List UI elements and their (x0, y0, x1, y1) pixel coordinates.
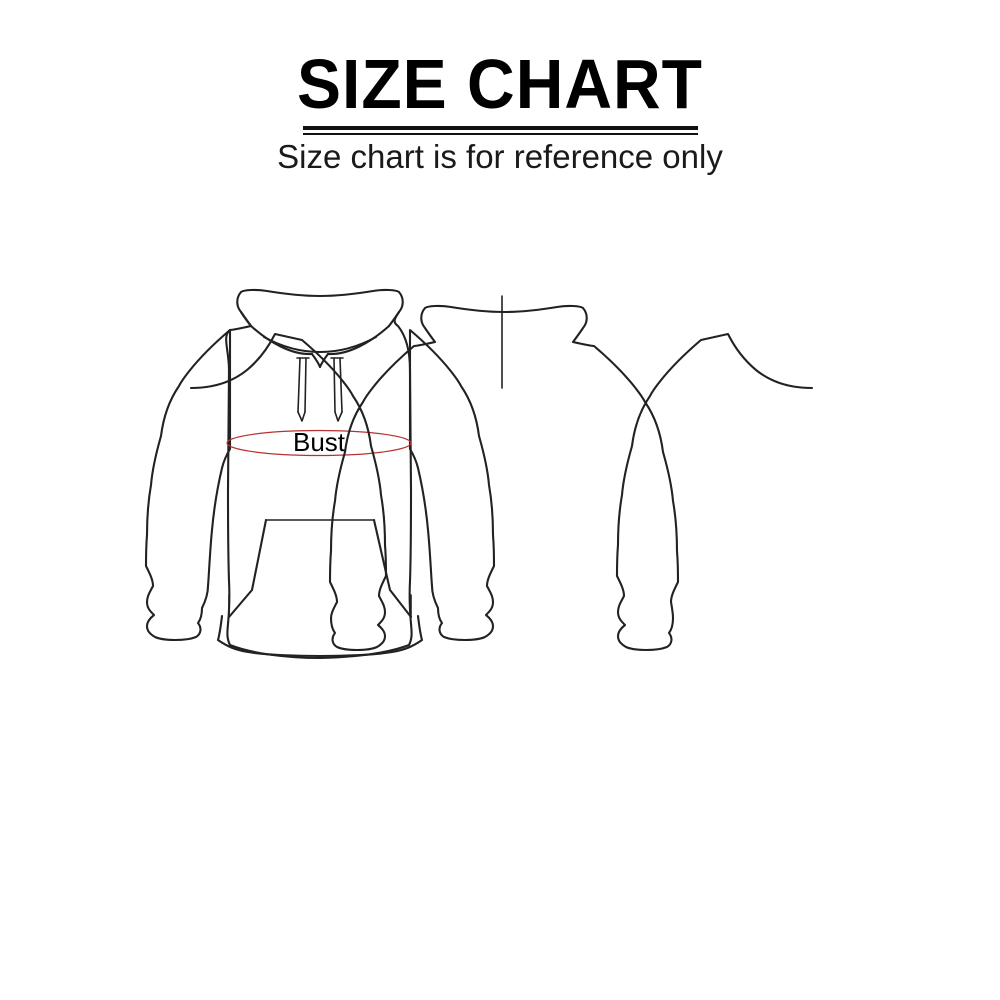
svg-text:Bust: Bust (293, 427, 346, 457)
